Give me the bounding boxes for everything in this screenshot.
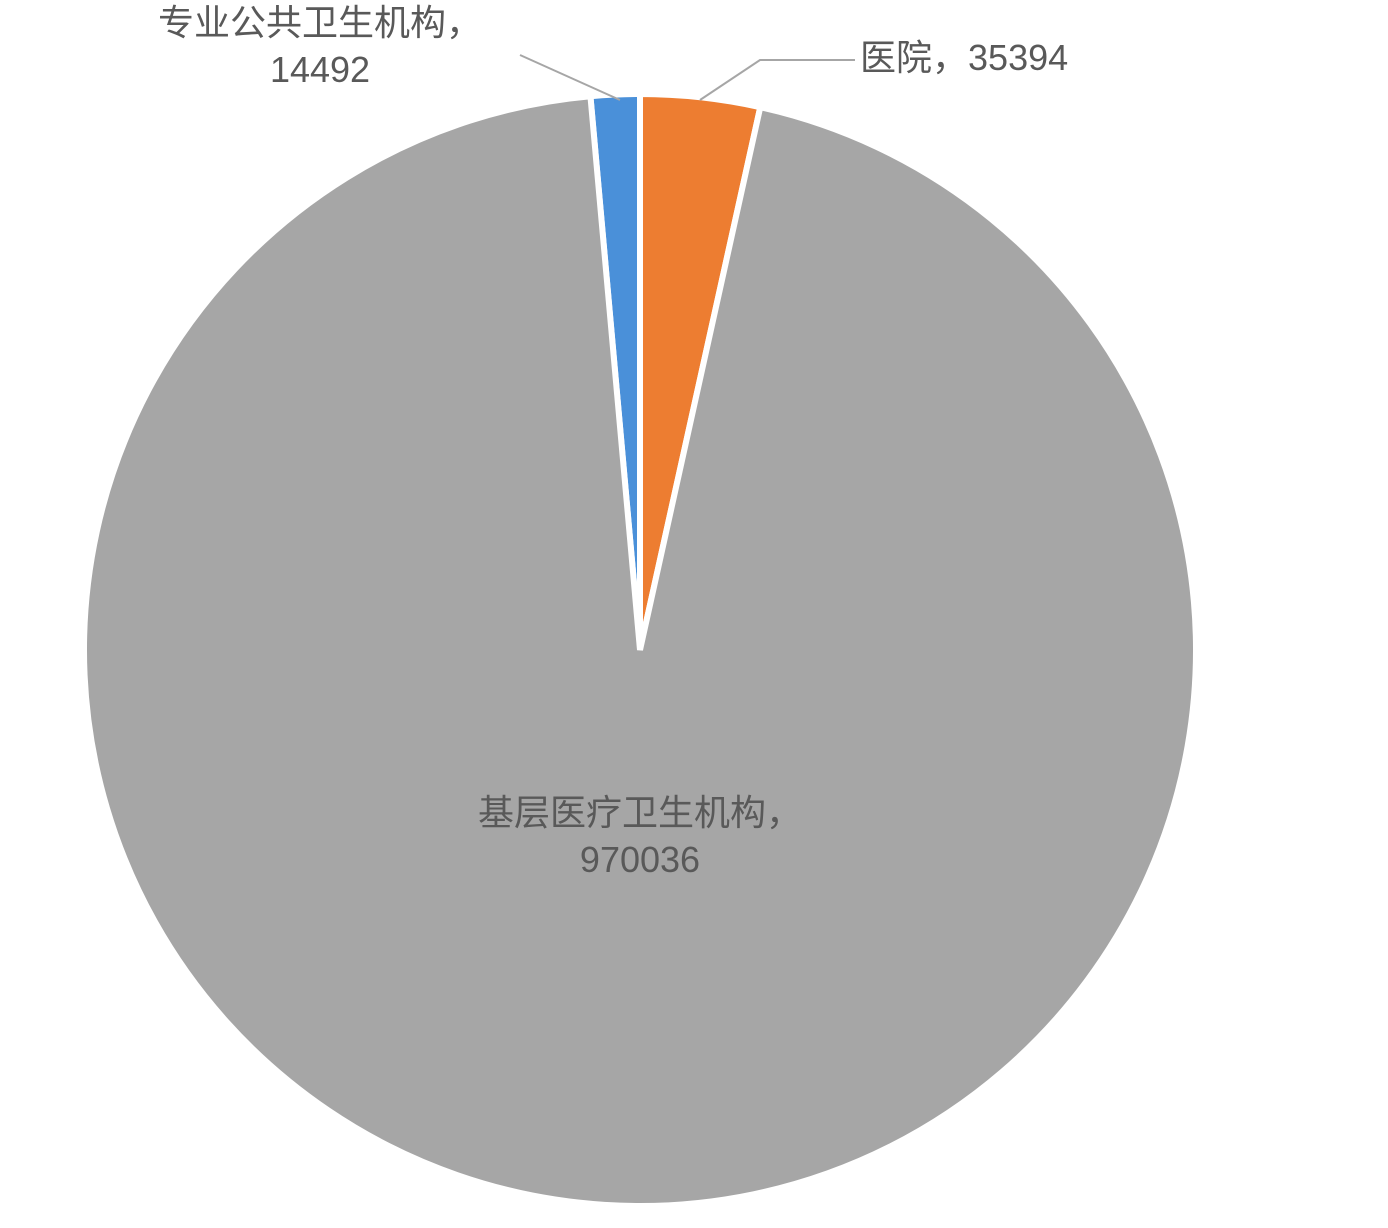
slice-label-1: 医院，35394 bbox=[860, 35, 1068, 82]
slice-label-value-1: 35394 bbox=[968, 37, 1068, 78]
leader-line-0 bbox=[520, 55, 620, 100]
slice-label-0: 专业公共卫生机构， 14492 bbox=[158, 0, 482, 94]
leader-line-1 bbox=[700, 60, 855, 100]
slice-label-name-2: 基层医疗卫生机构 bbox=[478, 792, 766, 833]
slice-label-2: 基层医疗卫生机构， 970036 bbox=[478, 790, 802, 884]
slice-label-name-1: 医院 bbox=[860, 37, 932, 78]
slice-label-value-0: 14492 bbox=[270, 49, 370, 90]
pie-chart-svg bbox=[0, 0, 1388, 1228]
pie-chart-container: 专业公共卫生机构， 14492 医院，35394 基层医疗卫生机构， 97003… bbox=[0, 0, 1388, 1228]
slice-label-value-2: 970036 bbox=[580, 839, 700, 880]
slice-label-name-0: 专业公共卫生机构 bbox=[158, 2, 446, 43]
